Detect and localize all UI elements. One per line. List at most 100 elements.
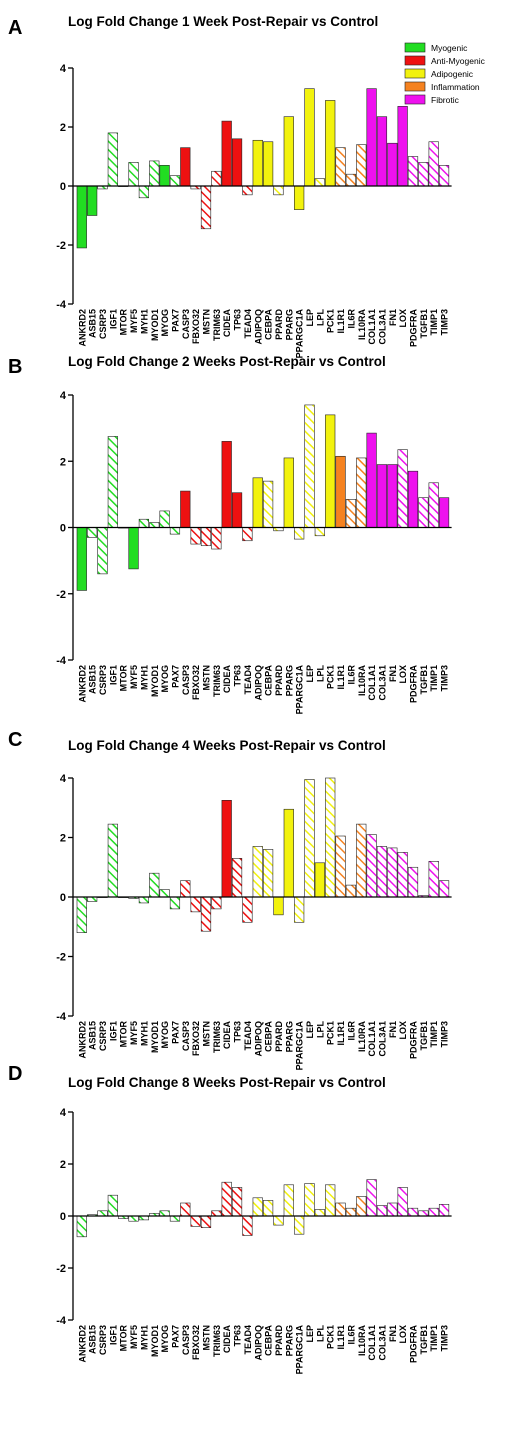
- x-tick-label: PPARD: [274, 665, 284, 696]
- bar-il1r1: [335, 455, 346, 528]
- legend-swatch-anti: [404, 55, 426, 66]
- x-tick-label: COL3A1: [377, 665, 387, 701]
- bar-cidea: [221, 441, 232, 528]
- bar-ankrd2: [76, 527, 87, 591]
- bar-lep: [304, 404, 315, 528]
- bar-il6r: [345, 884, 357, 898]
- x-tick-label: COL3A1: [377, 309, 387, 345]
- x-tick-label: CEBPA: [264, 309, 274, 340]
- y-tick-label: 2: [60, 456, 66, 468]
- x-tick-label: MYH1: [139, 1325, 149, 1350]
- y-tick-label: -4: [56, 655, 67, 667]
- bar-csrp3: [97, 1210, 108, 1217]
- bar-pck1: [325, 1184, 336, 1217]
- bar-ppard: [273, 1215, 284, 1226]
- bar-ppargc1a: [294, 527, 305, 540]
- x-tick-label: ANKRD2: [77, 665, 87, 703]
- bar-ppargc1a: [294, 1215, 305, 1235]
- x-tick-label: FBXO32: [191, 1325, 201, 1360]
- bar-casp3: [180, 147, 191, 187]
- bar-adipoq: [252, 846, 263, 898]
- bar-myog: [159, 165, 170, 187]
- bar-timp1: [428, 141, 439, 187]
- bar-adipoq: [252, 477, 263, 528]
- x-tick-label: IL10RA: [357, 1021, 367, 1053]
- x-tick-label: PPARGC1A: [295, 665, 305, 715]
- x-tick-label: TGFB1: [419, 1021, 429, 1051]
- bar-col1a1: [366, 432, 377, 528]
- x-tick-label: PPARG: [284, 1325, 294, 1356]
- x-tick-label: PAX7: [170, 665, 180, 688]
- x-tick-label: MTOR: [119, 309, 129, 336]
- bar-tead4: [242, 185, 253, 196]
- x-tick-label: TIMP3: [440, 1325, 450, 1352]
- x-tick-label: TIMP1: [429, 309, 439, 336]
- x-tick-label: TP63: [233, 665, 243, 687]
- x-tick-label: IGF1: [108, 1325, 118, 1345]
- bar-pdgfra: [407, 470, 419, 528]
- bar-lpl: [314, 527, 325, 537]
- x-tick-label: LOX: [398, 1325, 408, 1344]
- bar-casp3: [180, 880, 191, 898]
- bar-pparg: [283, 1184, 294, 1217]
- bar-myod1: [149, 160, 160, 187]
- x-tick-label: TGFB1: [419, 309, 429, 339]
- x-tick-label: PPARD: [274, 1021, 284, 1052]
- bar-fn1: [387, 847, 398, 898]
- bar-pdgfra: [407, 156, 419, 187]
- legend-label: Anti-Myogenic: [431, 56, 486, 66]
- bar-lep: [304, 779, 315, 898]
- bar-myh1: [138, 896, 150, 904]
- x-tick-label: LEP: [305, 309, 315, 327]
- x-tick-label: IL1R1: [336, 1021, 346, 1046]
- x-tick-label: CIDEA: [222, 1021, 232, 1050]
- bar-myog: [159, 510, 170, 528]
- x-tick-label: FN1: [388, 1021, 398, 1038]
- bar-lpl: [314, 178, 325, 187]
- bar-asb15: [87, 896, 98, 902]
- bar-pax7: [169, 1215, 181, 1222]
- bar-cebpa: [262, 1200, 274, 1217]
- x-tick-label: CASP3: [181, 665, 191, 695]
- x-tick-label: COL1A1: [367, 309, 377, 345]
- bar-il10ra: [356, 823, 367, 898]
- bar-cebpa: [262, 141, 274, 187]
- bar-myf5: [128, 1215, 139, 1222]
- x-tick-label: PPARG: [284, 665, 294, 696]
- bar-casp3: [180, 1202, 191, 1217]
- bar-myf5: [128, 527, 139, 570]
- bar-ppard: [273, 896, 284, 916]
- x-tick-label: CIDEA: [222, 309, 232, 338]
- bar-myog: [159, 889, 170, 898]
- x-tick-label: IL1R1: [336, 665, 346, 690]
- bar-fbxo32: [190, 1215, 201, 1227]
- bar-cidea: [221, 800, 232, 898]
- x-tick-label: PPARGC1A: [295, 309, 305, 359]
- x-tick-label: TIMP3: [440, 665, 450, 692]
- bar-tp63: [231, 138, 243, 187]
- bar-trim63: [211, 896, 222, 910]
- bar-trim63: [211, 1210, 222, 1217]
- bar-ankrd2: [76, 185, 87, 249]
- panel-B: B Log Fold Change 2 Weeks Post-Repair vs …: [8, 354, 452, 714]
- x-tick-label: TEAD4: [243, 309, 253, 339]
- x-tick-label: IL6R: [346, 665, 356, 685]
- x-tick-label: LOX: [398, 665, 408, 684]
- x-tick-label: ADIPOQ: [253, 1325, 263, 1361]
- x-tick-label: MTOR: [119, 665, 129, 692]
- legend-swatch-inf: [404, 81, 426, 92]
- bar-timp3: [438, 497, 450, 528]
- bar-igf1: [107, 823, 118, 898]
- y-tick-label: 0: [60, 181, 66, 193]
- bar-il10ra: [356, 144, 367, 187]
- x-tick-label: ADIPOQ: [253, 1021, 263, 1057]
- x-tick-label: LEP: [305, 1325, 315, 1343]
- bar-il1r1: [335, 835, 346, 898]
- x-tick-label: MYOG: [160, 665, 170, 693]
- x-tick-label: LOX: [398, 309, 408, 328]
- bar-igf1: [107, 132, 118, 187]
- bar-trim63: [211, 527, 222, 550]
- x-tick-label: PDGFRA: [409, 309, 419, 348]
- x-tick-label: IL6R: [346, 309, 356, 329]
- bar-pdgfra: [407, 866, 419, 898]
